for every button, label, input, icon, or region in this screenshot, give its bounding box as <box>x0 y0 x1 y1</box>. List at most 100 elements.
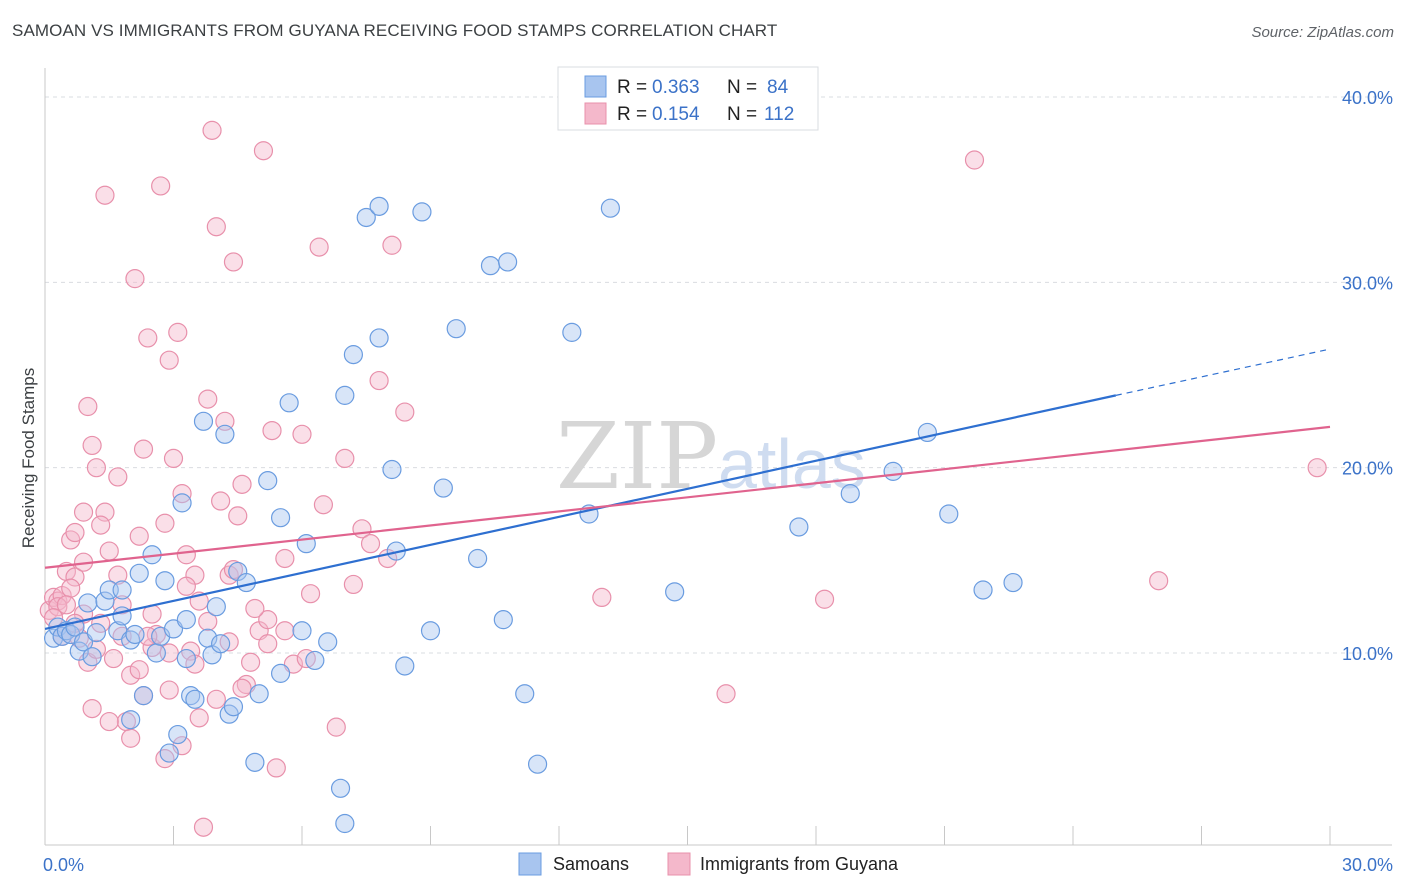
point-guyana <box>176 576 196 596</box>
point-guyana <box>335 448 355 468</box>
stats-legend: R = 0.363 N = 84 R = 0.154 N = 112 <box>557 66 819 131</box>
point-samoans <box>939 504 959 524</box>
point-samoans <box>1003 572 1023 593</box>
point-guyana <box>82 435 102 456</box>
chart-title: SAMOAN VS IMMIGRANTS FROM GUYANA RECEIVI… <box>12 21 778 40</box>
point-samoans <box>789 517 809 537</box>
x-tick-labels: 0.0% 30.0% <box>43 855 1393 875</box>
stats-r-label-samoans: R = <box>617 77 647 98</box>
point-samoans <box>412 202 432 222</box>
point-samoans <box>369 328 389 348</box>
point-guyana <box>300 584 321 604</box>
point-guyana <box>86 458 107 478</box>
point-guyana <box>78 396 98 417</box>
point-guyana <box>241 652 261 672</box>
point-guyana <box>206 217 226 237</box>
point-guyana <box>360 534 381 554</box>
point-samoans <box>883 461 903 481</box>
point-guyana <box>82 698 102 719</box>
point-guyana <box>129 526 149 546</box>
point-guyana <box>258 610 278 630</box>
series-guyana-points <box>39 120 1327 837</box>
point-samoans <box>356 207 376 228</box>
stats-r-value-guyana: 0.154 <box>652 104 700 125</box>
point-guyana <box>395 402 415 422</box>
point-samoans <box>155 571 175 591</box>
point-guyana <box>313 495 334 515</box>
stats-n-label-samoans: N = <box>727 77 757 98</box>
point-samoans <box>121 710 141 730</box>
point-samoans <box>172 493 192 513</box>
point-guyana <box>61 578 81 598</box>
point-samoans <box>78 593 98 613</box>
point-guyana <box>133 439 154 459</box>
point-samoans <box>369 196 389 216</box>
point-samoans <box>446 319 466 339</box>
point-guyana <box>198 389 218 409</box>
point-guyana <box>65 567 85 587</box>
point-samoans <box>211 634 231 654</box>
point-samoans <box>176 610 196 630</box>
y-tick-label: 20.0% <box>1342 459 1393 479</box>
x-tick-label: 0.0% <box>43 855 84 875</box>
y-tick-label: 30.0% <box>1342 273 1393 293</box>
point-samoans <box>335 813 355 834</box>
point-samoans <box>168 724 188 745</box>
point-guyana <box>108 565 128 585</box>
stats-r-label-guyana: R = <box>617 104 647 125</box>
point-guyana <box>99 541 119 561</box>
point-guyana <box>129 660 149 680</box>
point-guyana <box>369 370 389 391</box>
point-guyana <box>1149 571 1169 591</box>
point-guyana <box>964 150 985 170</box>
point-samoans <box>215 424 235 444</box>
point-samoans <box>73 632 94 652</box>
point-samoans <box>292 621 312 641</box>
point-guyana <box>202 120 222 140</box>
point-guyana <box>206 689 226 709</box>
point-guyana <box>189 708 209 728</box>
point-samoans <box>193 411 214 431</box>
point-guyana <box>292 424 312 444</box>
point-guyana <box>814 589 835 609</box>
point-guyana <box>159 680 179 700</box>
point-samoans <box>185 689 205 709</box>
point-samoans <box>223 697 244 717</box>
point-guyana <box>253 141 274 161</box>
point-guyana <box>125 269 145 289</box>
point-samoans <box>420 621 441 641</box>
point-guyana <box>91 515 111 535</box>
stats-n-value-samoans: 84 <box>767 77 789 98</box>
trendline-samoans <box>44 394 1117 630</box>
axes <box>44 68 1392 846</box>
y-axis-label: Receiving Food Stamps <box>19 368 38 548</box>
point-guyana <box>121 728 141 748</box>
point-guyana <box>245 598 265 619</box>
point-samoans <box>112 580 132 600</box>
legend-label-guyana: Immigrants from Guyana <box>700 854 899 874</box>
point-samoans <box>498 252 518 272</box>
point-guyana <box>258 634 278 654</box>
point-guyana <box>228 506 248 526</box>
point-samoans <box>840 484 860 504</box>
point-guyana <box>108 467 128 487</box>
stats-n-label-guyana: N = <box>727 104 757 125</box>
trendlines <box>44 348 1331 630</box>
point-guyana <box>73 502 94 522</box>
point-guyana <box>163 448 184 468</box>
point-guyana <box>151 176 171 196</box>
point-guyana <box>223 252 244 272</box>
point-samoans <box>600 198 621 218</box>
y-tick-label: 10.0% <box>1342 644 1393 664</box>
point-samoans <box>279 393 299 413</box>
point-guyana <box>176 545 196 565</box>
legend-swatch-guyana <box>667 852 691 876</box>
stats-swatch-guyana <box>584 102 607 125</box>
watermark-atlas: atlas <box>718 425 866 503</box>
point-samoans <box>973 580 993 600</box>
point-samoans <box>163 619 184 639</box>
point-guyana <box>65 522 85 543</box>
point-guyana <box>211 491 231 511</box>
point-guyana <box>159 350 179 370</box>
point-samoans <box>249 684 269 704</box>
